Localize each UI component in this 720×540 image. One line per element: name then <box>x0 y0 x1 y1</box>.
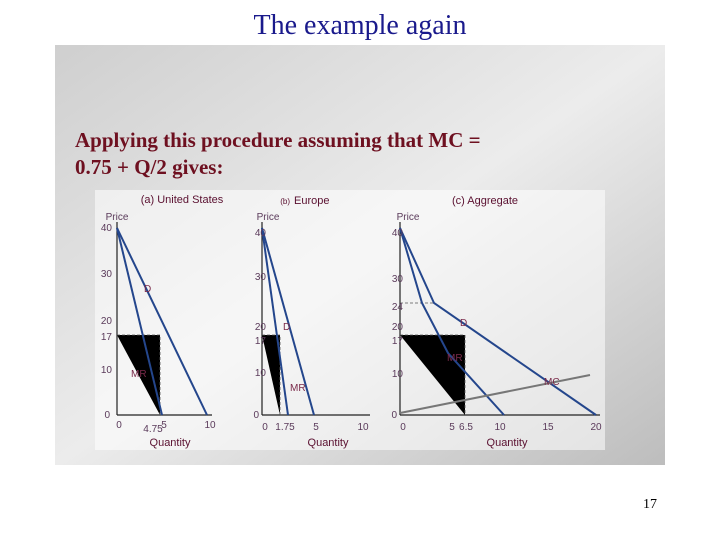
x-tick-label: 0 <box>262 422 268 433</box>
mr-curve <box>399 227 505 416</box>
y-label: Price <box>106 212 129 223</box>
y-tick-label: 0 <box>104 410 110 421</box>
y-tick-label: 10 <box>255 368 267 379</box>
guide-line <box>117 334 161 415</box>
demand-curve <box>261 227 315 416</box>
mr-curve <box>116 227 163 416</box>
y-tick-label: 30 <box>255 272 267 283</box>
x-tick-label: 20 <box>590 422 602 433</box>
curve-label: MR <box>447 353 463 364</box>
y-label: Price <box>257 212 280 223</box>
demand-curve <box>399 227 597 416</box>
y-tick-label: 17 <box>392 336 404 347</box>
x-tick-label: 5 <box>161 420 167 431</box>
panel-c: (c) Aggregate Price 40 30 24 20 17 10 0 … <box>391 195 602 449</box>
heading: 0.75 + Q/2 gives: <box>75 155 223 179</box>
x-tick-label: 6.5 <box>459 422 473 433</box>
panel-tag: (b) <box>280 197 290 206</box>
curve-label: MC <box>544 377 560 388</box>
y-tick-label: 17 <box>101 332 113 343</box>
y-tick-label: 30 <box>101 269 113 280</box>
x-tick-label: 5 <box>449 422 455 433</box>
x-tick-label: 5 <box>313 422 319 433</box>
x-tick-label: 10 <box>204 420 216 431</box>
y-tick-label: 0 <box>253 410 259 421</box>
panel-title: (c) Aggregate <box>452 195 518 207</box>
demand-curve <box>116 227 208 416</box>
y-tick-label: 20 <box>101 316 113 327</box>
y-tick-label: 30 <box>392 274 404 285</box>
panel-b: (b) Europe Price 40 30 20 17 10 0 0 1.75… <box>253 195 370 449</box>
x-label: Quantity <box>487 437 528 449</box>
y-tick-label: 0 <box>391 410 397 421</box>
curve-label: MR <box>290 383 306 394</box>
slide-title: The example again <box>253 10 466 41</box>
y-tick-label: 20 <box>255 322 267 333</box>
x-tick-label: 0 <box>400 422 406 433</box>
x-tick-label: 15 <box>542 422 554 433</box>
y-tick-label: 40 <box>255 228 267 239</box>
y-tick-label: 40 <box>101 223 113 234</box>
y-tick-label: 10 <box>101 365 113 376</box>
y-tick-label: 40 <box>392 228 404 239</box>
x-tick-label: 1.75 <box>275 422 295 433</box>
x-label: Quantity <box>150 437 191 449</box>
curve-label: D <box>144 284 151 295</box>
x-tick-label: 4.75 <box>143 424 163 435</box>
chart-panel <box>95 190 605 450</box>
x-tick-label: 10 <box>357 422 369 433</box>
y-label: Price <box>397 212 420 223</box>
heading: Applying this procedure assuming that MC… <box>75 128 481 152</box>
curve-label: D <box>460 318 467 329</box>
mr-curve <box>261 227 289 416</box>
x-tick-label: 10 <box>494 422 506 433</box>
panel-title: (a) United States <box>141 194 224 206</box>
page-number: 17 <box>643 497 657 512</box>
y-tick-label: 24 <box>392 302 404 313</box>
curve-label: D <box>283 322 290 333</box>
y-tick-label: 10 <box>392 369 404 380</box>
panel-a: (a) United States Price 40 30 20 17 10 0… <box>101 194 224 449</box>
panel-title: Europe <box>294 195 329 207</box>
curve-label: MR <box>131 369 147 380</box>
mc-curve <box>399 374 591 414</box>
guide-line <box>262 334 281 415</box>
x-tick-label: 0 <box>116 420 122 431</box>
x-label: Quantity <box>308 437 349 449</box>
y-tick-label: 20 <box>392 322 404 333</box>
y-tick-label: 17 <box>255 336 267 347</box>
